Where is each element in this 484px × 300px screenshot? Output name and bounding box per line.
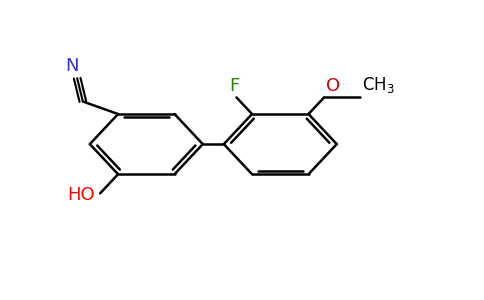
Text: O: O [326,76,341,94]
Text: HO: HO [67,186,94,204]
Text: F: F [229,76,239,94]
Text: N: N [66,57,79,75]
Text: CH$_3$: CH$_3$ [363,75,395,95]
